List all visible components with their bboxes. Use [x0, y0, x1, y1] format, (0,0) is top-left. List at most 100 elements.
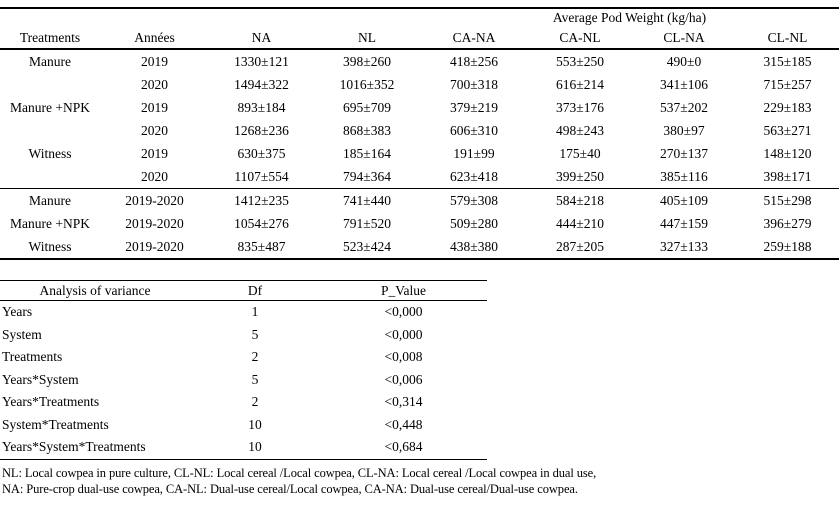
year-cell: 2019-2020: [125, 215, 184, 231]
treatment-cell: Manure +NPK: [10, 99, 90, 115]
value-cell: 438±380: [450, 238, 498, 254]
value-cell: 373±176: [556, 99, 604, 115]
table-row: Witness 2019-2020 835±487 523±424 438±380 287…: [0, 235, 839, 259]
treatment-cell: Manure: [0, 188, 100, 212]
column-header: CA-NL: [528, 27, 632, 50]
table-row: 2020 1268±236 868±383 606±310 498±243 380±97 5…: [0, 119, 839, 142]
table-row: Manure 2019-2020 1412±235 741±440 579±308 584…: [0, 188, 839, 212]
value-cell: 444±210: [556, 215, 604, 231]
value-cell: 835±487: [237, 238, 286, 254]
anova-df-cell: 10: [248, 416, 262, 432]
anova-pvalue-cell: <0,006: [384, 371, 423, 387]
value-cell: 1330±121: [234, 53, 289, 69]
value-cell: 396±279: [763, 215, 812, 231]
year-cell: 2019-2020: [100, 188, 209, 212]
value-cell: 229±183: [763, 99, 812, 115]
anova-source-cell: Years*System*Treatments: [2, 439, 146, 455]
value-cell: 893±184: [237, 99, 286, 115]
value-cell: 509±280: [450, 215, 498, 231]
value-cell: 490±0: [666, 53, 702, 69]
table-title: Average Pod Weight (kg/ha): [552, 10, 707, 25]
value-cell: 398±171: [763, 168, 812, 184]
anova-pvalue-cell: <0,008: [384, 349, 423, 365]
value-cell: 327±133: [660, 238, 708, 254]
anova-pvalue-cell: <0,684: [384, 439, 423, 455]
value-cell: 287±205: [556, 238, 604, 254]
value-cell: 447±159: [660, 215, 708, 231]
anova-row: Years*System*Treatments 10 <0,684: [0, 436, 487, 459]
value-cell: 399±250: [556, 168, 604, 184]
anova-df-cell: 2: [251, 394, 259, 410]
anova-row: System 5 <0,000: [0, 324, 487, 347]
column-header: Treatments: [0, 27, 100, 50]
spacer-cell: [0, 8, 420, 27]
value-cell: 498±243: [556, 122, 604, 138]
footnotes: NL: Local cowpea in pure culture, CL-NL:…: [2, 466, 832, 497]
year-cell: 2019: [141, 99, 168, 115]
anova-df-cell: 1: [251, 304, 259, 320]
value-cell: 791±520: [343, 215, 391, 231]
column-header: Années: [100, 27, 209, 50]
value-cell: 579±308: [420, 188, 528, 212]
value-cell: 616±214: [556, 76, 604, 92]
value-cell: 385±116: [660, 168, 708, 184]
anova-df-cell: 5: [251, 326, 259, 342]
value-cell: 630±375: [237, 145, 286, 161]
value-cell: 418±256: [450, 53, 498, 69]
column-header: NA: [209, 27, 314, 50]
table-row: Manure +NPK 2019-2020 1054±276 791±520 509±2…: [0, 212, 839, 235]
year-cell: 2019: [141, 53, 168, 69]
anova-row: Years 1 <0,000: [0, 301, 487, 324]
year-cell: 2020: [141, 168, 168, 184]
value-cell: 794±364: [343, 168, 391, 184]
value-cell: 1412±235: [209, 188, 314, 212]
year-cell: 2020: [141, 76, 168, 92]
value-cell: 185±164: [343, 145, 391, 161]
anova-row: System*Treatments 10 <0,448: [0, 414, 487, 437]
value-cell: 175±40: [559, 145, 601, 161]
anova-column-header: Analysis of variance: [0, 280, 190, 301]
value-cell: 191±99: [453, 145, 495, 161]
treatment-cell: [0, 73, 100, 96]
value-cell: 695±709: [343, 99, 391, 115]
anova-pvalue-cell: <0,000: [384, 326, 423, 342]
footnote-line-2: NA: Pure-crop dual-use cowpea, CA-NL: Du…: [2, 481, 578, 496]
footnote-line-1: NL: Local cowpea in pure culture, CL-NL:…: [2, 466, 597, 480]
column-header: NL: [314, 27, 420, 50]
value-cell: 553±250: [556, 53, 604, 69]
anova-pvalue-cell: <0,448: [384, 416, 423, 432]
treatment-cell: Witness: [28, 238, 72, 254]
column-header-row: Treatments Années NA NL CA-NA CA-NL CL-NA CL-NL: [0, 27, 839, 50]
anova-source-cell: Years: [2, 304, 33, 320]
anova-row: Years*Treatments 2 <0,314: [0, 391, 487, 414]
value-cell: 380±97: [663, 122, 705, 138]
value-cell: 1107±554: [234, 168, 289, 184]
treatment-cell: Manure +NPK: [10, 215, 90, 231]
anova-source-cell: Years*System: [2, 371, 79, 387]
value-cell: 148±120: [763, 145, 812, 161]
value-cell: 715±257: [763, 76, 812, 92]
value-cell: 523±424: [343, 238, 391, 254]
column-header: CL-NL: [736, 27, 839, 50]
value-cell: 270±137: [660, 145, 708, 161]
anova-source-cell: System: [2, 326, 42, 342]
value-cell: 315±185: [763, 53, 812, 69]
value-cell: 341±106: [660, 76, 708, 92]
year-cell: 2020: [141, 122, 168, 138]
treatment-cell: Witness: [28, 145, 72, 161]
value-cell: 405±109: [632, 188, 736, 212]
table-row: Manure 2019 1330±121 398±260 418±256 553±250 4…: [0, 49, 839, 73]
anova-row: Years*System 5 <0,006: [0, 369, 487, 392]
spanning-header-row: Average Pod Weight (kg/ha): [0, 8, 839, 27]
anova-source-cell: Treatments: [2, 349, 63, 365]
value-cell: 1016±352: [339, 76, 395, 92]
value-cell: 1054±276: [234, 215, 289, 231]
table-row: 2020 1494±322 1016±352 700±318 616±214 341±10…: [0, 73, 839, 96]
treatment-cell: [0, 119, 100, 142]
column-header: CL-NA: [632, 27, 736, 50]
anova-df-cell: 10: [248, 439, 262, 455]
treatment-cell: [0, 165, 100, 189]
year-cell: 2019: [141, 145, 168, 161]
table-row: 2020 1107±554 794±364 623±418 399±250 385±116…: [0, 165, 839, 189]
